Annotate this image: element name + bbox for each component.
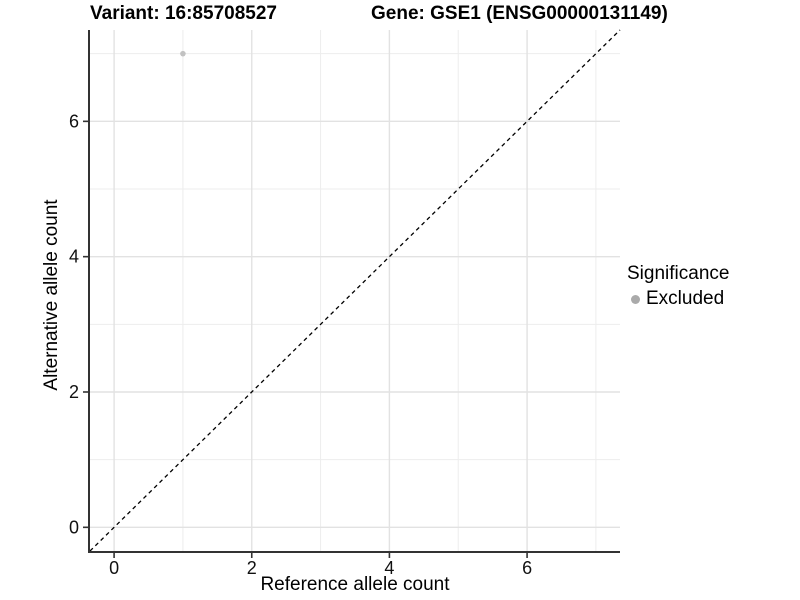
data-point [180, 50, 186, 57]
y-tick-label: 2 [69, 382, 79, 402]
identity-dashed-line [89, 29, 621, 552]
y-tick-label: 6 [69, 111, 79, 131]
x-tick-label: 4 [384, 558, 394, 578]
plot-title-gene: Gene: GSE1 (ENSG00000131149) [371, 3, 668, 24]
plot-title-variant: Variant: 16:85708527 [90, 3, 277, 24]
y-axis-title: Alternative allele count [41, 199, 62, 391]
y-tick-label: 0 [69, 517, 79, 537]
legend: Significance Excluded [627, 263, 729, 310]
y-tick-label: 4 [69, 247, 79, 267]
x-axis-title: Reference allele count [260, 574, 450, 595]
x-tick-label: 2 [247, 558, 257, 578]
x-tick-label: 6 [522, 558, 532, 578]
legend-marker-icon [631, 294, 640, 304]
x-tick-label: 0 [109, 558, 119, 578]
legend-item-label: Excluded [646, 288, 725, 309]
legend-item-excluded: Excluded [627, 288, 729, 310]
legend-title: Significance [627, 263, 730, 284]
